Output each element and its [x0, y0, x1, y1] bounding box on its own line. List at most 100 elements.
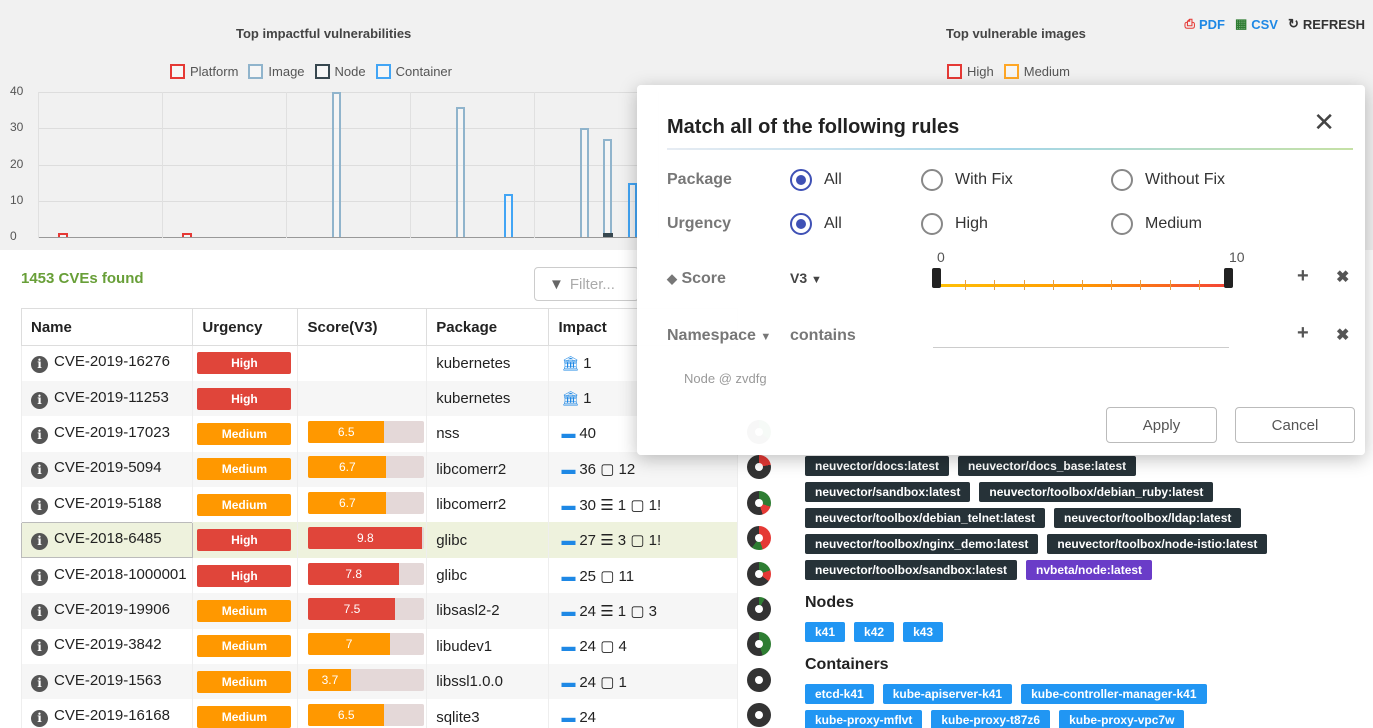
node-tag[interactable]: k42	[854, 622, 895, 642]
table-row[interactable]: i CVE-2019-5094 Medium 6.7 libcomerr2 ▬ 36 ▢ …	[20, 451, 771, 488]
info-icon[interactable]: i	[31, 674, 48, 692]
left-legend-item[interactable]: Platform	[170, 64, 238, 79]
bar-image[interactable]	[603, 139, 612, 237]
info-icon[interactable]: i	[31, 462, 48, 480]
info-icon[interactable]: i	[31, 533, 48, 551]
cve-name[interactable]: CVE-2018-6485	[54, 530, 162, 548]
cve-name[interactable]: CVE-2019-16168	[54, 707, 170, 725]
package-radio-all[interactable]: All	[790, 169, 842, 191]
radio-circle	[1111, 169, 1133, 191]
info-icon[interactable]: i	[31, 710, 48, 728]
bar-image[interactable]	[580, 128, 589, 237]
image-tag[interactable]: nvbeta/node:latest	[1026, 560, 1153, 580]
bar-platform[interactable]	[58, 233, 68, 237]
right-legend-item[interactable]: High	[947, 64, 994, 79]
score-max-handle[interactable]	[1224, 268, 1233, 288]
urgency-cell: High	[192, 522, 298, 558]
cve-name[interactable]: CVE-2019-3842	[54, 636, 162, 654]
node-tag[interactable]: k41	[805, 622, 846, 642]
column-header[interactable]: Name	[20, 308, 194, 346]
image-tag[interactable]: neuvector/toolbox/debian_telnet:latest	[805, 508, 1046, 528]
table-row[interactable]: i CVE-2019-3842 Medium 7 libudev1 ▬ 24 ▢ 4	[20, 628, 771, 665]
legend-label: High	[967, 64, 994, 79]
package-cell: libssl1.0.0	[426, 664, 549, 700]
bar-image[interactable]	[456, 106, 465, 237]
left-legend-item[interactable]: Node	[314, 64, 366, 79]
package-radio-without-fix[interactable]: Without Fix	[1111, 169, 1225, 191]
bar-container[interactable]	[504, 193, 513, 237]
bar-image[interactable]	[332, 92, 341, 237]
score-bar: 9.8	[308, 527, 425, 550]
urgency-radio-all[interactable]: All	[790, 213, 842, 235]
left-legend-item[interactable]: Container	[375, 64, 452, 79]
cve-name[interactable]: CVE-2019-5094	[54, 459, 162, 477]
info-icon[interactable]: i	[31, 603, 48, 621]
cve-name[interactable]: CVE-2019-19906	[54, 600, 170, 618]
info-icon[interactable]: i	[31, 497, 48, 515]
cve-name[interactable]: CVE-2019-16276	[54, 353, 170, 371]
bar-container[interactable]	[628, 182, 637, 237]
pdf-button[interactable]: ⎙ PDF	[1185, 16, 1225, 32]
urgency-radio-high[interactable]: High	[921, 213, 988, 235]
image-tag[interactable]: neuvector/docs_base:latest	[958, 456, 1137, 476]
score-version-select[interactable]: V3 ▼	[790, 270, 822, 286]
container-tag[interactable]: etcd-k41	[805, 684, 874, 704]
score-value: 6.7	[339, 460, 356, 475]
score-value: 6.5	[337, 708, 355, 723]
namespace-value-input[interactable]	[933, 347, 1229, 348]
filter-input[interactable]: ▼ Filter...	[534, 267, 639, 301]
package-radio-with-fix[interactable]: With Fix	[921, 169, 1013, 191]
refresh-button[interactable]: ↻ REFRESH	[1288, 16, 1365, 32]
image-tag[interactable]: neuvector/toolbox/debian_ruby:latest	[979, 482, 1214, 502]
container-tag[interactable]: kube-proxy-t87z6	[931, 710, 1051, 728]
right-legend-item[interactable]: Medium	[1003, 64, 1070, 79]
column-header[interactable]: Urgency	[192, 308, 299, 346]
left-legend-item[interactable]: Image	[248, 64, 305, 79]
table-row[interactable]: i CVE-2019-1563 Medium 3.7 libssl1.0.0 ▬ 24 ▢…	[20, 664, 771, 700]
image-tag[interactable]: neuvector/toolbox/node-istio:latest	[1047, 534, 1268, 554]
remove-score-rule-button[interactable]: ✖	[1336, 269, 1350, 286]
table-row[interactable]: i CVE-2019-16168 Medium 6.5 sqlite3 ▬ 24	[20, 699, 771, 728]
info-icon[interactable]: i	[31, 426, 48, 444]
bar-node[interactable]	[603, 233, 613, 237]
cancel-button[interactable]: Cancel	[1235, 407, 1355, 443]
impact-donut	[747, 455, 771, 480]
cve-name[interactable]: CVE-2018-1000001	[54, 565, 187, 583]
table-row[interactable]: i CVE-2019-5188 Medium 6.7 libcomerr2 ▬ 30 ☰ …	[20, 487, 771, 523]
score-min-handle[interactable]	[932, 268, 941, 288]
csv-button[interactable]: ▦ CSV	[1235, 16, 1278, 32]
container-tag[interactable]: kube-proxy-mflvt	[805, 710, 923, 728]
image-tag[interactable]: neuvector/toolbox/sandbox:latest	[805, 560, 1018, 580]
apply-button[interactable]: Apply	[1106, 407, 1217, 443]
add-score-rule-button[interactable]: +	[1297, 265, 1309, 287]
close-icon[interactable]: ✕	[1313, 107, 1335, 137]
cve-name[interactable]: CVE-2019-1563	[54, 671, 162, 689]
table-row[interactable]: i CVE-2018-6485 High 9.8 glibc ▬ 27 ☰ 3 ▢ 1!	[20, 521, 771, 559]
column-header[interactable]: Package	[426, 308, 550, 346]
urgency-radio-medium[interactable]: Medium	[1111, 213, 1202, 235]
cve-name[interactable]: CVE-2019-11253	[54, 388, 169, 406]
node-tag[interactable]: k43	[903, 622, 944, 642]
info-icon[interactable]: i	[31, 391, 48, 409]
table-row[interactable]: i CVE-2019-19906 Medium 7.5 libsasl2-2 ▬ 24 ☰…	[20, 593, 771, 629]
cve-name[interactable]: CVE-2019-5188	[54, 494, 162, 512]
urgency-badge: Medium	[197, 635, 292, 658]
info-icon[interactable]: i	[31, 639, 48, 657]
bar-platform[interactable]	[182, 233, 192, 237]
container-tag[interactable]: kube-apiserver-k41	[882, 684, 1013, 704]
image-tag[interactable]: neuvector/toolbox/nginx_demo:latest	[805, 534, 1039, 554]
image-tag[interactable]: neuvector/toolbox/ldap:latest	[1054, 508, 1242, 528]
namespace-select[interactable]: Namespace ▼	[667, 327, 771, 345]
image-tag[interactable]: neuvector/sandbox:latest	[805, 482, 971, 502]
image-tag[interactable]: neuvector/docs:latest	[805, 456, 950, 476]
radio-label: All	[824, 171, 842, 188]
container-tag[interactable]: kube-controller-manager-k41	[1021, 684, 1207, 704]
info-icon[interactable]: i	[31, 568, 48, 586]
table-row[interactable]: i CVE-2018-1000001 High 7.8 glibc ▬ 25 ▢ 11	[20, 557, 771, 594]
info-icon[interactable]: i	[31, 356, 48, 374]
cve-name[interactable]: CVE-2019-17023	[54, 423, 170, 441]
column-header[interactable]: Score(V3)	[297, 308, 428, 346]
container-tag[interactable]: kube-proxy-vpc7w	[1059, 710, 1185, 728]
add-namespace-rule-button[interactable]: +	[1297, 322, 1309, 344]
remove-namespace-rule-button[interactable]: ✖	[1336, 327, 1350, 344]
